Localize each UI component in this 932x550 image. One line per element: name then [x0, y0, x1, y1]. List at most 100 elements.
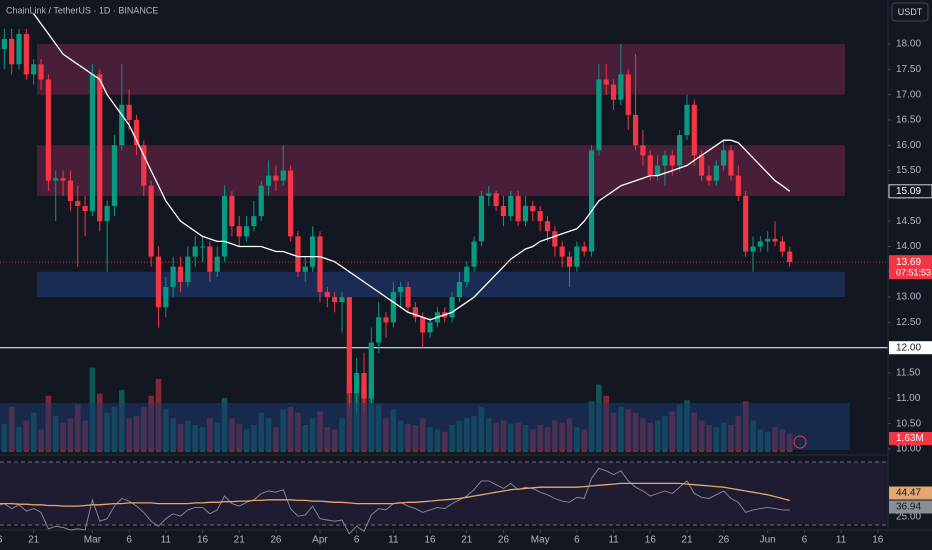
y-tick-label: 14.00	[896, 241, 921, 252]
y-tick-label: 16.00	[896, 140, 921, 151]
x-tick-label: 21	[681, 535, 693, 546]
candle-body	[721, 150, 727, 166]
currency-label: USDT	[898, 7, 923, 17]
candle-body	[640, 145, 646, 156]
candle-body	[332, 297, 338, 303]
x-tick-label: 16	[197, 535, 209, 546]
candle-body	[530, 205, 536, 212]
candle-body	[581, 246, 587, 252]
candle-body	[706, 175, 712, 181]
zone	[37, 44, 845, 95]
candle-body	[346, 297, 352, 394]
candle-body	[713, 165, 719, 181]
candle-body	[236, 226, 242, 237]
volume-zone	[0, 403, 850, 450]
x-tick-label: 11	[388, 535, 399, 546]
zone	[37, 145, 845, 196]
candle-body	[559, 246, 565, 257]
candle-body	[60, 178, 66, 181]
candle-body	[383, 317, 389, 323]
candle-body	[743, 195, 749, 252]
y-tick-label: 10.50	[896, 418, 921, 429]
candle-body	[38, 64, 44, 80]
candle-body	[361, 373, 367, 399]
y-tick-label: 17.00	[896, 89, 921, 100]
symbol-title: ChainLink / TetherUS · 1D · BINANCE	[6, 5, 158, 15]
candle-body	[779, 241, 785, 252]
candle-body	[45, 79, 51, 181]
currency-box[interactable]	[891, 2, 929, 22]
candle-body	[427, 322, 433, 333]
candle-body	[515, 195, 521, 222]
x-tick-label: 26	[270, 535, 282, 546]
alert-icon[interactable]	[793, 435, 807, 449]
candle-body	[603, 79, 609, 85]
candle-body	[478, 195, 485, 242]
x-tick-label: Mar	[84, 535, 102, 546]
candle-body	[265, 175, 272, 186]
volume-box	[889, 432, 932, 445]
rsi-value-label: 36.94	[896, 502, 921, 513]
candle-body	[684, 104, 690, 136]
candle-body	[464, 266, 470, 282]
x-tick-label: 11	[836, 535, 847, 546]
y-tick-label: 17.50	[896, 64, 921, 75]
rsi-value-box	[889, 486, 932, 500]
x-tick-label: 26	[718, 535, 730, 546]
candle-body	[632, 114, 639, 146]
candle-body	[662, 155, 668, 166]
candle-body	[82, 205, 88, 212]
candle-body	[691, 104, 697, 156]
candle-body	[354, 373, 360, 394]
candle-body	[677, 135, 683, 166]
candle-body	[757, 241, 763, 247]
candle-body	[537, 211, 543, 222]
x-tick-label: 21	[234, 535, 246, 546]
last-price-label: 13.69	[896, 257, 921, 268]
candle-body	[647, 155, 653, 176]
y-tick-label: 11.00	[896, 393, 921, 404]
candle-body	[214, 256, 220, 272]
y-tick-label: 18.00	[896, 39, 921, 50]
candle-body	[302, 266, 308, 272]
candle-body	[295, 236, 301, 272]
candle-body	[588, 150, 595, 252]
candle-body	[207, 246, 213, 272]
candle-body	[1, 38, 7, 50]
x-tick-label: Jun	[760, 535, 776, 546]
candle-body	[126, 104, 132, 120]
candle-body	[699, 155, 705, 176]
x-tick-label: 6	[354, 535, 360, 546]
candle-body	[750, 246, 756, 252]
candle-body	[618, 74, 624, 100]
y-tick-label: 12.50	[896, 317, 921, 328]
candle-body	[251, 216, 257, 227]
candle-body	[148, 185, 154, 257]
candle-body	[544, 221, 551, 232]
candle-body	[221, 195, 228, 257]
candle-body	[280, 170, 286, 181]
x-tick-label: 11	[161, 535, 172, 546]
x-tick-label: 6	[802, 535, 808, 546]
candle-body	[111, 145, 118, 206]
candle-body	[574, 246, 580, 267]
candle-body	[625, 74, 631, 115]
candle-body	[596, 79, 602, 151]
candle-body	[522, 205, 529, 222]
moving-average	[33, 13, 791, 321]
countdown-label: 07:51:53	[896, 268, 931, 278]
candle-body	[449, 297, 455, 318]
candle-body	[772, 238, 778, 242]
x-tick-label: 21	[461, 535, 473, 546]
candle-body	[728, 150, 734, 176]
candle-body	[412, 307, 418, 318]
candle-body	[310, 236, 316, 267]
candle-body	[53, 178, 59, 181]
candle-body	[170, 266, 176, 287]
candle-body	[104, 205, 110, 222]
candle-body	[486, 193, 492, 196]
ma-price-label: 15.09	[896, 186, 921, 197]
candle-body	[471, 241, 477, 267]
y-tick-label: 13.00	[896, 292, 921, 303]
